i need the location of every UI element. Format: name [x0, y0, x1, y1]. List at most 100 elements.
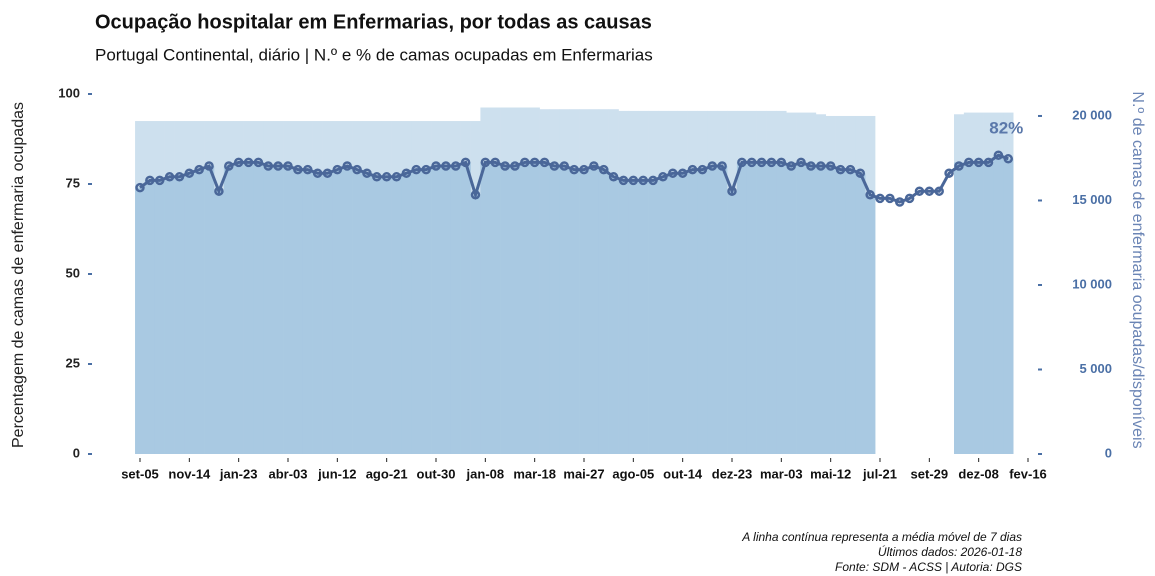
pct-point	[924, 186, 935, 196]
pct-point	[638, 175, 648, 186]
y2-tick-label: 0	[1105, 445, 1112, 460]
pct-point	[885, 193, 895, 204]
x-tick-label: jan-23	[219, 466, 258, 481]
bar	[697, 169, 708, 454]
bar	[608, 176, 619, 454]
bar	[500, 166, 511, 454]
bar	[421, 169, 432, 454]
pct-point	[372, 172, 382, 182]
pct-point	[973, 157, 984, 168]
bar	[736, 162, 748, 455]
bar	[450, 166, 461, 454]
bar	[233, 162, 244, 455]
bar	[618, 180, 629, 454]
pct-point	[983, 157, 994, 168]
y-tick-label: 100	[58, 85, 80, 100]
bar	[273, 166, 284, 454]
bar	[973, 162, 984, 455]
x-tick-label: jan-08	[466, 466, 505, 481]
y2-tick-label: 20 000	[1072, 107, 1112, 122]
pct-point	[618, 175, 629, 186]
bar	[223, 166, 235, 454]
bar	[815, 166, 827, 454]
x-tick-label: mai-27	[563, 466, 604, 481]
pct-point	[796, 157, 806, 168]
bar	[510, 166, 521, 454]
pct-point	[391, 172, 402, 182]
pct-point	[490, 157, 500, 168]
pct-point	[145, 175, 155, 186]
note: Fonte: SDM - ACSS | Autoria: DGS	[835, 560, 1022, 574]
bar	[519, 162, 531, 455]
pct-point	[233, 157, 244, 168]
x-tick-label: out-30	[417, 466, 456, 481]
y-tick-label: 0	[73, 445, 80, 460]
bar	[806, 166, 817, 454]
bar	[312, 173, 323, 454]
bar	[855, 173, 866, 454]
bar	[963, 162, 975, 455]
bar	[174, 176, 185, 454]
pct-point	[737, 157, 747, 168]
bar	[776, 162, 787, 455]
bar	[638, 180, 649, 454]
x-tick-label: dez-08	[958, 466, 998, 481]
pct-point	[914, 186, 925, 196]
pct-point	[332, 164, 343, 175]
pct-point	[845, 164, 856, 175]
pct-point	[717, 161, 727, 171]
pct-point	[214, 186, 224, 196]
y2-tick-label: 5 000	[1079, 361, 1112, 376]
pct-point	[431, 161, 441, 171]
bar	[658, 176, 669, 454]
pct-point	[766, 157, 777, 168]
x-tick-label: out-14	[663, 466, 703, 481]
pct-point	[283, 161, 293, 171]
bar	[411, 169, 422, 454]
bar	[214, 191, 225, 454]
note: Últimos dados: 2026-01-18	[878, 544, 1022, 559]
bar	[559, 166, 570, 454]
bar	[154, 180, 165, 454]
bar	[796, 162, 807, 455]
pct-point	[312, 168, 323, 178]
bar	[983, 162, 994, 455]
y-tick-label: 25	[66, 355, 80, 370]
bar	[677, 173, 688, 454]
bar	[490, 162, 501, 455]
chart-title: Ocupação hospitalar em Enfermarias, por …	[95, 11, 652, 33]
bar	[480, 162, 491, 455]
pct-point	[668, 168, 678, 178]
pct-point	[954, 161, 964, 171]
bar	[352, 169, 363, 454]
bar	[342, 166, 353, 454]
pct-point	[697, 164, 708, 175]
bar	[786, 166, 797, 454]
bar	[766, 162, 777, 455]
pct-point	[579, 164, 589, 175]
pct-point	[411, 164, 422, 175]
pct-point	[559, 161, 570, 171]
pct-point	[1003, 154, 1014, 164]
pct-point	[825, 161, 836, 171]
chart-subtitle: Portugal Continental, diário | N.º e % d…	[95, 45, 653, 64]
pct-point	[993, 150, 1004, 160]
bar	[687, 169, 698, 454]
pct-point	[786, 161, 796, 171]
x-tick-label: nov-14	[168, 466, 211, 481]
bar	[381, 176, 392, 454]
bar	[184, 173, 195, 454]
bar	[835, 169, 846, 454]
pct-point	[964, 157, 974, 168]
bar	[667, 173, 679, 454]
pct-point	[875, 193, 885, 204]
bars	[135, 107, 1014, 455]
pct-point	[441, 161, 451, 171]
x-tick-label: dez-23	[712, 466, 752, 481]
pct-point	[539, 157, 550, 168]
bar	[135, 187, 146, 455]
pct-point	[273, 161, 283, 171]
bar	[302, 169, 313, 454]
bar	[253, 162, 264, 455]
bar	[263, 166, 274, 454]
